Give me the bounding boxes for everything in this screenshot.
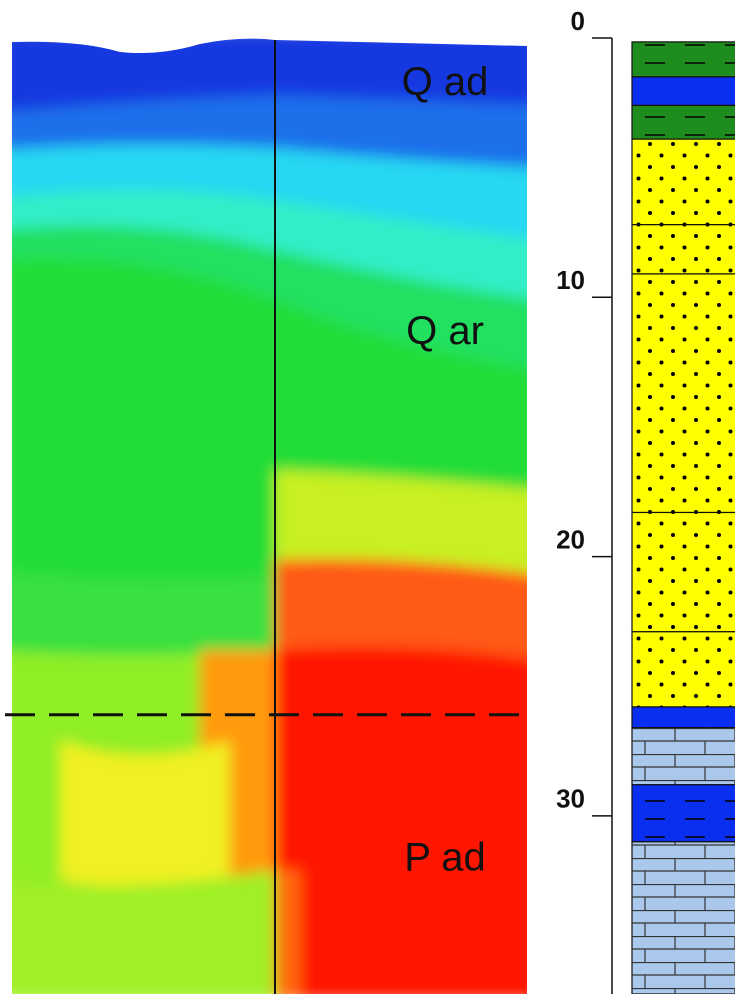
unit-label: Q ad xyxy=(402,60,489,104)
y-tick-label: 20 xyxy=(556,524,585,554)
unit-label: P ad xyxy=(404,836,486,880)
layer-pattern xyxy=(632,784,735,842)
layer-pattern xyxy=(632,273,735,513)
y-tick-label: 30 xyxy=(556,784,585,814)
lithology-layer xyxy=(631,706,735,729)
layer-pattern xyxy=(632,105,735,140)
layer-pattern xyxy=(632,631,735,707)
layer-pattern xyxy=(632,727,735,785)
resistivity-section xyxy=(12,38,527,994)
lithology-column xyxy=(631,41,735,994)
layer-pattern xyxy=(632,512,735,632)
y-tick-label: 10 xyxy=(556,265,585,295)
layer-pattern xyxy=(632,139,735,225)
unit-label: Q ar xyxy=(406,309,484,353)
lithology-layer xyxy=(631,76,735,107)
y-tick-label: 0 xyxy=(571,6,585,36)
layer-pattern xyxy=(632,841,735,994)
layer-pattern xyxy=(632,224,735,274)
layer-pattern xyxy=(632,41,735,77)
